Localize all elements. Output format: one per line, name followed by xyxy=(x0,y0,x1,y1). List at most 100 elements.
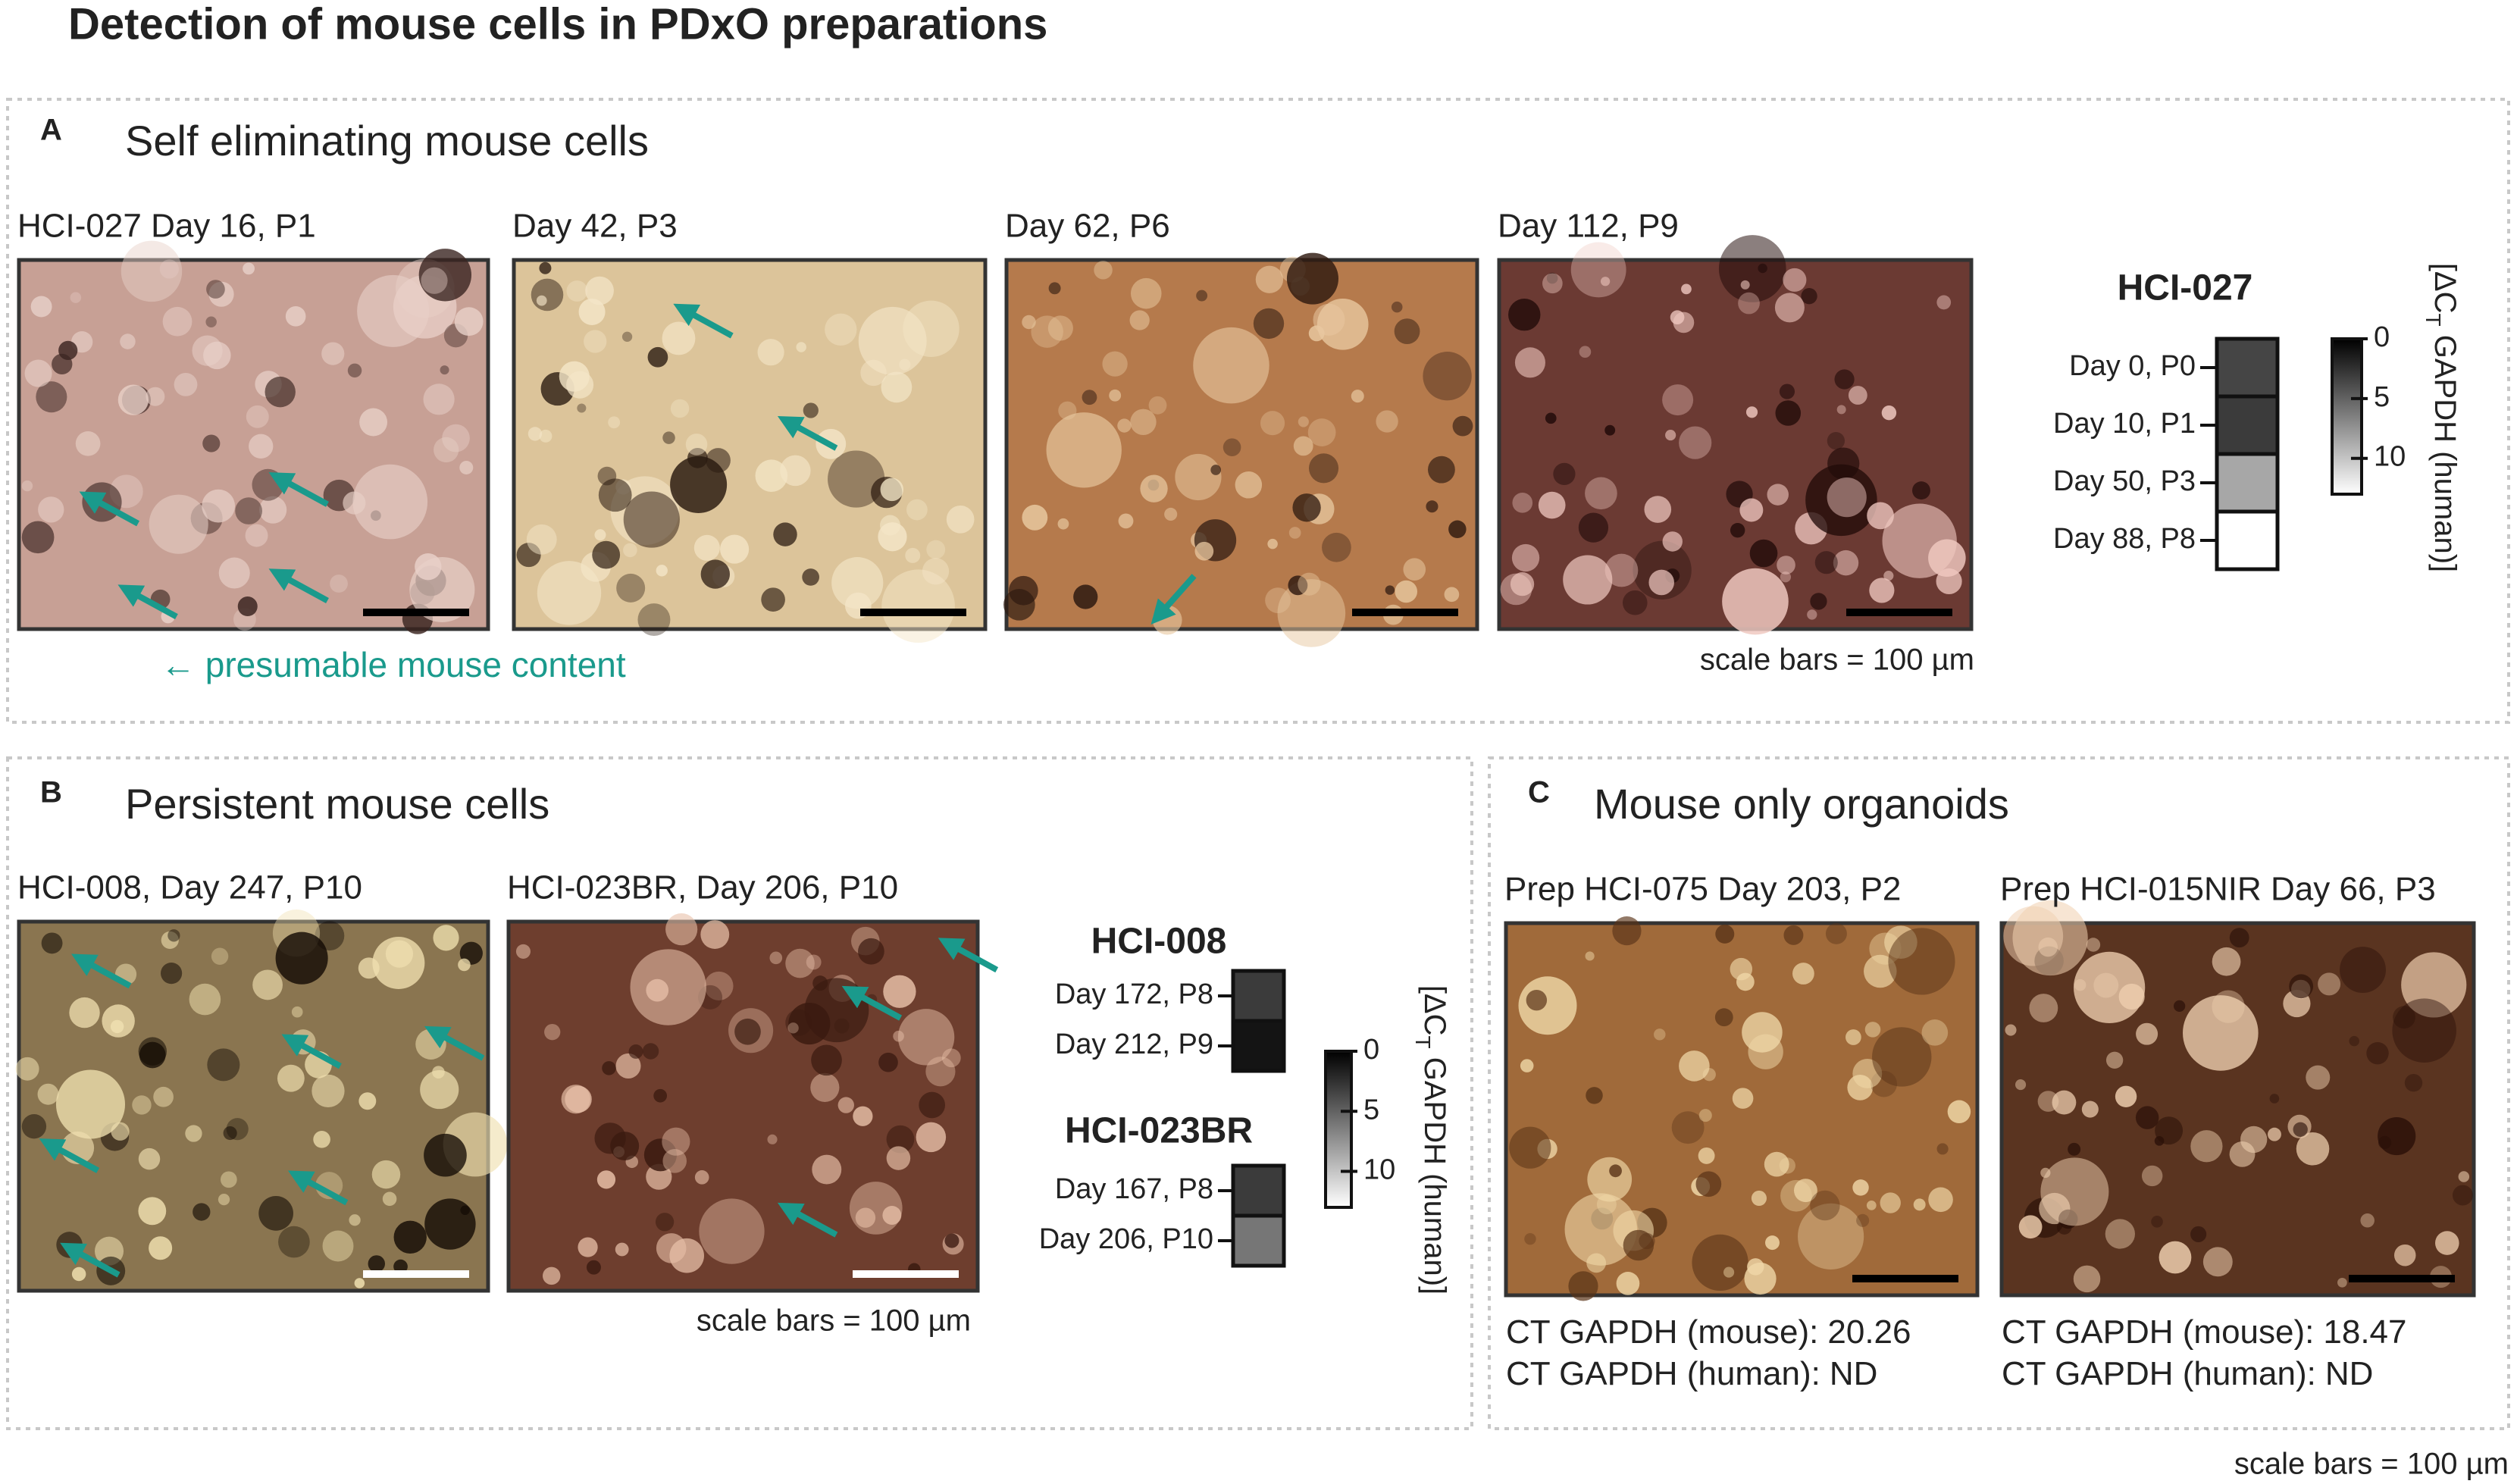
cell-blob xyxy=(138,1197,167,1226)
colorbar-tick-label: 5 xyxy=(1363,1094,1379,1126)
cell-blob xyxy=(1740,280,1750,290)
cell-blob xyxy=(1810,593,1827,610)
cell-blob xyxy=(1542,273,1563,294)
cell-blob xyxy=(1293,436,1313,456)
cell-blob xyxy=(1662,531,1683,552)
cell-blob xyxy=(371,1160,401,1189)
cell-blob xyxy=(787,1022,799,1034)
cell-blob xyxy=(592,540,621,569)
cell-blob xyxy=(1518,976,1577,1035)
row-label: Day 50, P3 xyxy=(2053,465,2196,497)
cell-blob xyxy=(594,529,606,541)
image-caption: Day 112, P9 xyxy=(1498,208,1679,245)
cell-blob xyxy=(55,1069,126,1139)
cell-blob xyxy=(1586,1087,1603,1104)
cell-blob xyxy=(926,540,946,559)
measurement-label: CT GAPDH (human): xyxy=(1506,1355,1820,1392)
arrow xyxy=(79,491,139,527)
cell-blob xyxy=(925,1057,956,1087)
arrow xyxy=(287,1170,349,1206)
cell-blob xyxy=(1255,265,1284,293)
cell-blob xyxy=(1810,1190,1840,1221)
image-caption: HCI-027 Day 16, P1 xyxy=(17,208,316,245)
row-label: Day 212, P9 xyxy=(1055,1028,1213,1060)
cell-blob xyxy=(2393,1244,2416,1266)
cell-blob xyxy=(2340,947,2387,994)
cell-blob xyxy=(1912,481,1930,500)
cell-blob xyxy=(1267,538,1278,549)
cell-blob xyxy=(2452,1185,2473,1206)
cell-blob xyxy=(1175,453,1222,501)
colorbar-label-part: T xyxy=(1411,1036,1435,1049)
cell-blob xyxy=(769,951,783,965)
cell-blob xyxy=(21,1113,47,1139)
cell-blob xyxy=(1739,498,1764,522)
cell-blob xyxy=(881,569,955,643)
cell-blob xyxy=(41,932,63,954)
cell-blob xyxy=(2435,1231,2459,1255)
cell-blob xyxy=(906,499,928,521)
cell-blob xyxy=(1563,555,1613,605)
cell-blob xyxy=(1848,386,1867,405)
cell-blob xyxy=(615,1242,629,1257)
cell-blob xyxy=(897,1009,955,1066)
cell-blob xyxy=(1736,972,1755,991)
panel-heading: Mouse only organoids xyxy=(1594,780,2009,828)
cell-blob xyxy=(1545,412,1557,424)
colorbar-label-part: GAPDH (human)] xyxy=(2428,327,2462,573)
cell-blob xyxy=(1936,295,1952,310)
cell-blob xyxy=(138,1037,167,1066)
cell-blob xyxy=(694,1170,709,1185)
cell-blob xyxy=(218,557,250,589)
panel-heading: Self eliminating mouse cells xyxy=(125,117,649,164)
cell-blob xyxy=(1775,400,1802,426)
cell-blob xyxy=(1764,1151,1789,1177)
arrow xyxy=(424,1025,485,1061)
cell-blob xyxy=(1351,390,1364,403)
cell-blob xyxy=(313,1131,330,1148)
cell-blob xyxy=(2173,1000,2186,1013)
cell-blob xyxy=(687,447,708,468)
cell-blob xyxy=(578,1237,598,1257)
colorbar-tick-label: 10 xyxy=(1363,1154,1395,1185)
cell-blob xyxy=(1745,406,1758,418)
row-label: Day 88, P8 xyxy=(2053,523,2196,555)
cell-blob xyxy=(2293,1122,2308,1137)
cell-blob xyxy=(1616,1272,1640,1295)
cell-blob xyxy=(1780,571,1792,583)
cell-blob xyxy=(202,489,236,523)
cell-blob xyxy=(584,330,607,353)
cell-blob xyxy=(1671,1111,1705,1144)
cell-blob xyxy=(1130,277,1162,309)
cell-blob xyxy=(755,459,788,492)
cell-blob xyxy=(1564,1193,1637,1266)
cell-blob xyxy=(291,1006,303,1018)
cell-blob xyxy=(30,296,52,318)
cell-blob xyxy=(185,1125,202,1142)
cell-blob xyxy=(796,342,806,352)
cell-blob xyxy=(1514,347,1545,378)
cell-blob xyxy=(1881,405,1897,421)
cell-blob xyxy=(1253,308,1285,340)
cell-blob xyxy=(1864,1022,1881,1038)
cell-blob xyxy=(700,920,730,949)
heatmap-title: HCI-023BR xyxy=(1065,1111,1253,1151)
cell-blob xyxy=(880,477,904,502)
cell-blob xyxy=(662,1149,687,1173)
cell-blob xyxy=(1852,1179,1869,1196)
cell-blob xyxy=(531,278,564,312)
cell-blob xyxy=(138,1147,161,1170)
cell-blob xyxy=(2318,972,2341,996)
cell-blob xyxy=(1869,578,1895,603)
cell-blob xyxy=(566,280,588,302)
cell-blob xyxy=(2105,1219,2135,1249)
cell-blob xyxy=(2404,1074,2423,1092)
cell-blob xyxy=(223,1126,237,1141)
cell-blob xyxy=(259,496,287,524)
cell-blob xyxy=(785,948,815,978)
cell-blob xyxy=(418,249,472,302)
cell-blob xyxy=(2105,1051,2124,1069)
cell-blob xyxy=(643,1138,677,1172)
cell-blob xyxy=(1779,384,1795,399)
cell-blob xyxy=(878,522,907,552)
